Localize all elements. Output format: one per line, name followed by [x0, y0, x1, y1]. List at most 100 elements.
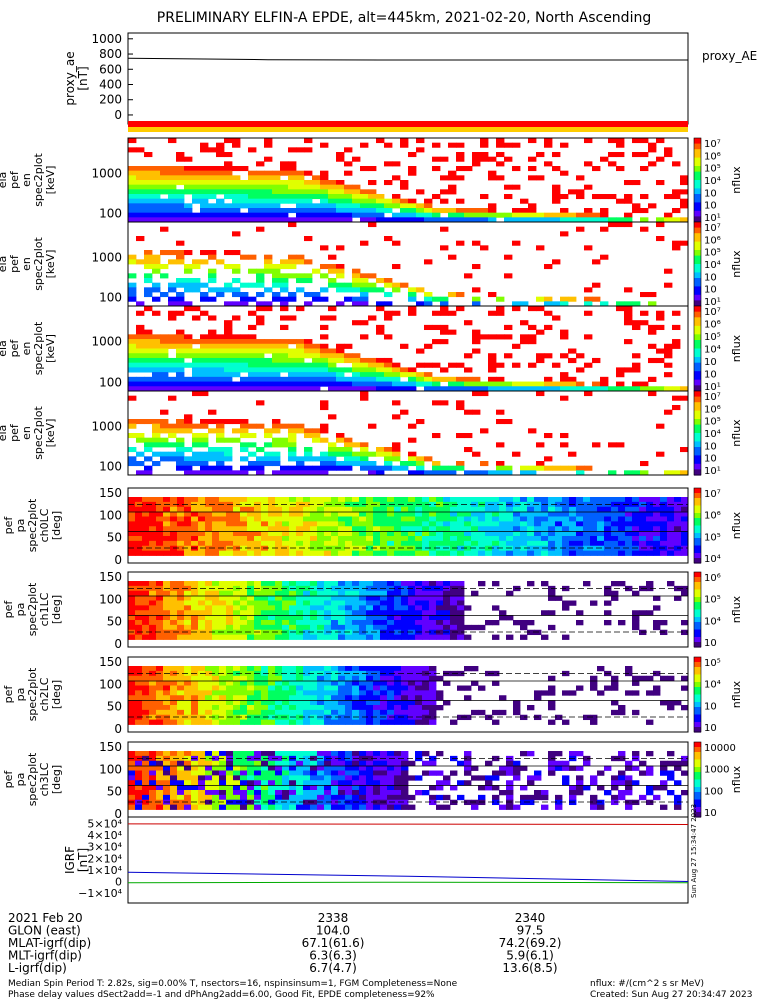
- spectrogram-cell: [667, 531, 674, 536]
- spectrogram-cell: [216, 367, 224, 372]
- spectrogram-cell: [324, 785, 331, 790]
- spectrogram-cell: [136, 367, 144, 372]
- spectrogram-cell: [625, 536, 632, 541]
- spectrogram-cell: [128, 531, 135, 536]
- spectrogram-cell: [261, 601, 268, 606]
- spectrogram-cell: [226, 521, 233, 526]
- spectrogram-cell: [261, 620, 268, 625]
- spectrogram-cell: [219, 591, 226, 596]
- spectrogram-cell: [618, 507, 625, 512]
- spectrogram-cell: [504, 213, 512, 218]
- spectrogram-cell: [144, 287, 152, 292]
- spectrogram-cell: [373, 591, 380, 596]
- spectrogram-cell: [513, 805, 520, 810]
- spectrogram-cell: [440, 311, 448, 316]
- spectrogram-cell: [616, 306, 624, 311]
- spectrogram-cell: [380, 507, 387, 512]
- spectrogram-cell: [191, 601, 198, 606]
- spectrogram-cell: [660, 512, 667, 517]
- spectrogram-cell: [135, 610, 142, 615]
- y-axis-label: proxy_ae[nT]: [63, 51, 90, 105]
- spectrogram-cell: [611, 541, 618, 546]
- spectrogram-cell: [312, 428, 320, 433]
- spectrogram-cell: [328, 358, 336, 363]
- spectrogram-cell: [345, 526, 352, 531]
- spectrogram-cell: [387, 720, 394, 725]
- spectrogram-cell: [135, 720, 142, 725]
- spectrogram-cell: [247, 635, 254, 640]
- spectrogram-cell: [282, 507, 289, 512]
- spectrogram-cell: [247, 610, 254, 615]
- spectrogram-cell: [247, 615, 254, 620]
- spectrogram-cell: [149, 761, 156, 766]
- spectrogram-cell: [200, 180, 208, 185]
- spectrogram-cell: [352, 751, 359, 756]
- spectrogram-cell: [584, 185, 592, 190]
- y-axis-label: elapefpaspec2plotch1LC[deg]: [0, 582, 63, 636]
- spectrogram-cell: [592, 382, 600, 387]
- spectrogram-cell: [653, 686, 660, 691]
- spectrogram-cell: [170, 591, 177, 596]
- spectrogram-cell: [205, 517, 212, 522]
- spectrogram-cell: [504, 419, 512, 424]
- spectrogram-cell: [401, 551, 408, 556]
- spectrogram-cell: [625, 497, 632, 502]
- spectrogram-cell: [338, 686, 345, 691]
- spectrogram-cell: [247, 625, 254, 630]
- spectrogram-cell: [464, 447, 472, 452]
- spectrogram-cell: [331, 601, 338, 606]
- spectrogram-cell: [232, 344, 240, 349]
- spectrogram-cell: [184, 761, 191, 766]
- spectrogram-cell: [331, 681, 338, 686]
- spectrogram-cell: [205, 635, 212, 640]
- spectrogram-cell: [443, 591, 450, 596]
- spectrogram-cell: [226, 635, 233, 640]
- spectrogram-cell: [212, 551, 219, 556]
- spectrogram-cell: [352, 700, 359, 705]
- spectrogram-cell: [282, 681, 289, 686]
- spectrogram-cell: [424, 208, 432, 213]
- spectrogram-cell: [152, 334, 160, 339]
- spectrogram-cell: [488, 334, 496, 339]
- spectrogram-cell: [317, 695, 324, 700]
- spectrogram-cell: [352, 185, 360, 190]
- spectrogram-cell: [464, 273, 472, 278]
- spectrogram-cell: [408, 551, 415, 556]
- spectrogram-cell: [264, 138, 272, 143]
- spectrogram-cell: [212, 705, 219, 710]
- spectrogram-cell: [264, 189, 272, 194]
- spectrogram-cell: [344, 213, 352, 218]
- spectrogram-cell: [624, 287, 632, 292]
- spectrogram-cell: [320, 353, 328, 358]
- spectrogram-cell: [520, 526, 527, 531]
- spectrogram-cell: [288, 171, 296, 176]
- spectrogram-cell: [128, 339, 136, 344]
- spectrogram-cell: [149, 676, 156, 681]
- spectrogram-cell: [401, 676, 408, 681]
- colorbar-tick-label: 10⁲: [704, 370, 717, 381]
- spectrogram-cell: [681, 705, 688, 710]
- spectrogram-cell: [680, 180, 688, 185]
- spectrogram-cell: [485, 526, 492, 531]
- spectrogram-cell: [664, 269, 672, 274]
- spectrogram-cell: [280, 171, 288, 176]
- spectrogram-cell: [208, 315, 216, 320]
- spectrogram-cell: [247, 596, 254, 601]
- spectrogram-cell: [640, 208, 648, 213]
- spectrogram-cell: [400, 283, 408, 288]
- spectrogram-cell: [368, 283, 376, 288]
- spectrogram-cell: [338, 591, 345, 596]
- spectrogram-cell: [328, 264, 336, 269]
- spectrogram-cell: [496, 363, 504, 368]
- spectrogram-cell: [513, 526, 520, 531]
- spectrogram-cell: [168, 283, 176, 288]
- spectrogram-cell: [415, 681, 422, 686]
- spectrogram-cell: [177, 686, 184, 691]
- spectrogram-cell: [331, 720, 338, 725]
- spectrogram-cell: [387, 635, 394, 640]
- spectrogram-cell: [562, 517, 569, 522]
- spectrogram-cell: [212, 541, 219, 546]
- spectrogram-cell: [380, 517, 387, 522]
- spectrogram-cell: [456, 166, 464, 171]
- spectrogram-cell: [534, 526, 541, 531]
